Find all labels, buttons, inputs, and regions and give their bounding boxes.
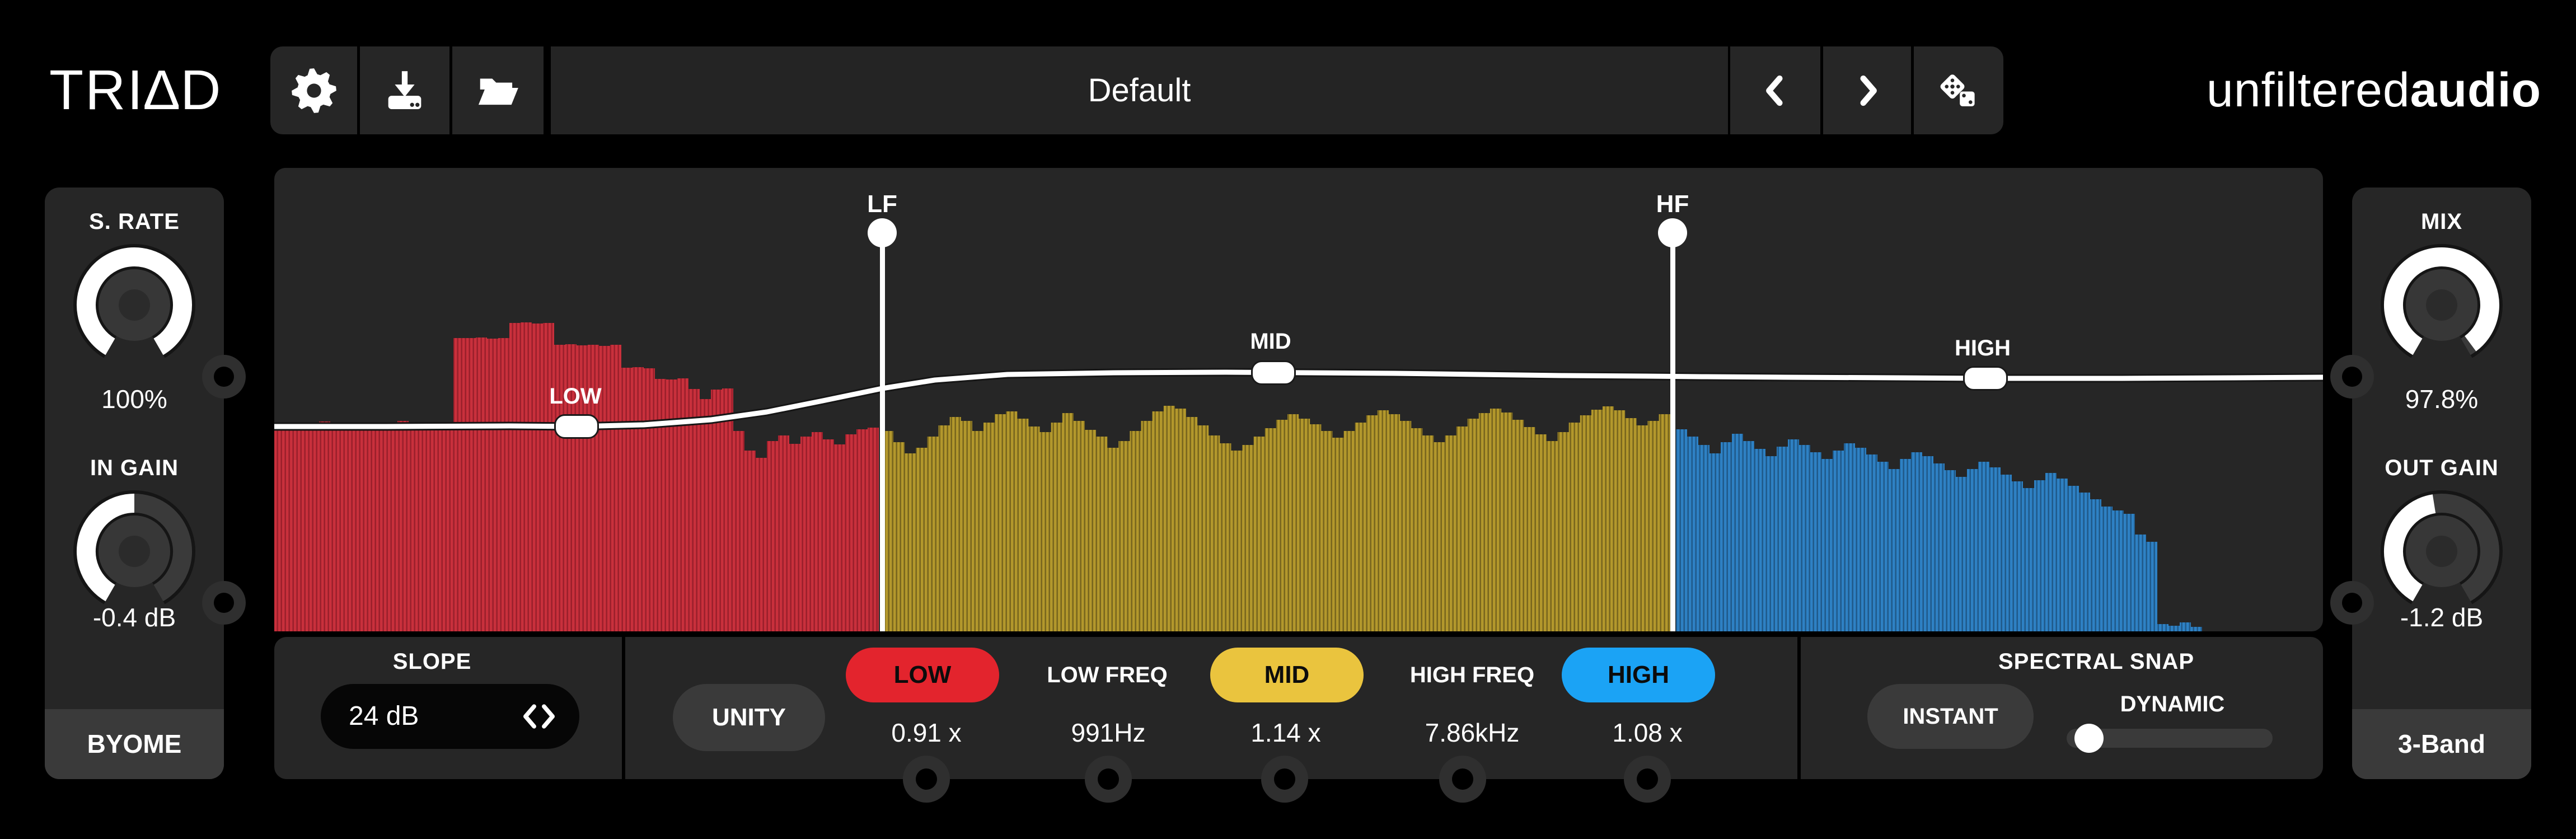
settings-button[interactable] xyxy=(270,46,357,134)
chevron-left-icon xyxy=(523,704,536,729)
srate-value[interactable]: 100% xyxy=(101,385,167,414)
dynamic-label: DYNAMIC xyxy=(2120,692,2225,716)
lf-crossover-handle[interactable] xyxy=(868,218,897,247)
next-preset-button[interactable] xyxy=(1823,46,1911,134)
divider xyxy=(622,637,625,779)
hf-crossover-line[interactable] xyxy=(1670,234,1675,631)
preset-name-field[interactable]: Default xyxy=(551,46,1728,134)
app-logo: TRI∆D xyxy=(49,59,223,121)
srate-label: S. RATE xyxy=(89,209,180,234)
low-band-label: LOW xyxy=(549,384,602,409)
low-freq-value[interactable]: 991Hz xyxy=(1071,718,1146,747)
srate-mod-port[interactable] xyxy=(202,355,246,399)
prev-preset-button[interactable] xyxy=(1730,46,1820,134)
mid-mult-value[interactable]: 1.14 x xyxy=(1250,718,1321,747)
srate-knob[interactable] xyxy=(72,242,197,368)
mid-mult-mod-port[interactable] xyxy=(1261,756,1308,803)
instant-button[interactable]: INSTANT xyxy=(1867,684,2034,749)
dynamic-slider-thumb[interactable] xyxy=(2074,724,2104,753)
spectrum-analyzer xyxy=(274,322,2323,631)
mid-band-label: MID xyxy=(1250,329,1291,354)
slope-label: SLOPE xyxy=(392,649,472,674)
lf-crossover-line[interactable] xyxy=(880,234,885,631)
mix-value[interactable]: 97.8% xyxy=(2405,385,2479,414)
slope-value: 24 dB xyxy=(349,701,419,731)
high-freq-value[interactable]: 7.86kHz xyxy=(1425,718,1520,747)
low-freq-mod-port[interactable] xyxy=(1085,756,1132,803)
mix-label: MIX xyxy=(2420,209,2463,234)
high-gain-handle[interactable] xyxy=(1963,366,2008,391)
hf-crossover-handle[interactable] xyxy=(1658,218,1687,247)
low-band-badge[interactable]: LOW xyxy=(846,648,999,702)
outgain-knob[interactable] xyxy=(2379,489,2504,614)
mid-gain-handle[interactable] xyxy=(1251,360,1296,385)
save-icon xyxy=(380,66,429,115)
outgain-label: OUT GAIN xyxy=(2385,456,2499,480)
left-panel: S. RATE 100% IN GAIN -0.4 dB BYOME xyxy=(45,188,224,779)
divider xyxy=(1797,637,1801,779)
bottom-bar: SLOPE 24 dB UNITY LOW 0.91 x LOW FREQ 99… xyxy=(274,637,2323,803)
ingain-mod-port[interactable] xyxy=(202,581,246,625)
high-band-badge[interactable]: HIGH xyxy=(1562,648,1715,702)
folder-open-icon xyxy=(474,67,522,115)
chevron-right-icon xyxy=(1848,71,1887,110)
ingain-value[interactable]: -0.4 dB xyxy=(92,603,176,632)
outgain-mod-port[interactable] xyxy=(2330,581,2374,625)
mix-knob[interactable] xyxy=(2379,242,2504,368)
lf-label: LF xyxy=(867,190,897,218)
right-panel: MIX 97.8% OUT GAIN -1.2 dB 3-Band xyxy=(2352,188,2531,779)
gear-icon xyxy=(288,65,340,116)
randomize-button[interactable] xyxy=(1914,46,2003,134)
high-freq-mod-port[interactable] xyxy=(1439,756,1486,803)
slope-stepper-icons[interactable] xyxy=(511,701,567,732)
outgain-value[interactable]: -1.2 dB xyxy=(2400,603,2484,632)
spectral-snap-label: SPECTRAL SNAP xyxy=(1998,649,2195,674)
save-preset-button[interactable] xyxy=(360,46,449,134)
unity-button[interactable]: UNITY xyxy=(673,684,825,751)
mix-mod-port[interactable] xyxy=(2330,355,2374,399)
open-folder-icon-button[interactable] xyxy=(452,46,544,134)
hf-label: HF xyxy=(1656,190,1689,218)
dice-icon xyxy=(1934,66,1983,115)
chevron-right-icon xyxy=(542,704,555,729)
low-freq-label: LOW FREQ xyxy=(1047,663,1168,687)
high-band-label: HIGH xyxy=(1955,336,2011,360)
slope-selector[interactable]: 24 dB xyxy=(321,684,579,749)
low-gain-handle[interactable] xyxy=(554,414,599,439)
high-mult-value[interactable]: 1.08 x xyxy=(1612,718,1683,747)
high-freq-label: HIGH FREQ xyxy=(1409,663,1535,687)
low-mult-value[interactable]: 0.91 x xyxy=(891,718,962,747)
mode-button[interactable]: 3-Band xyxy=(2352,709,2531,779)
brand-logo: unfilteredaudio xyxy=(2206,63,2541,117)
chevron-left-icon xyxy=(1756,71,1795,110)
low-mult-mod-port[interactable] xyxy=(903,756,950,803)
ingain-label: IN GAIN xyxy=(90,456,179,480)
ingain-knob[interactable] xyxy=(72,489,197,614)
mid-band-badge[interactable]: MID xyxy=(1210,648,1364,702)
byome-button[interactable]: BYOME xyxy=(45,709,224,779)
high-mult-mod-port[interactable] xyxy=(1624,756,1671,803)
spectrum-display: LF HF LOW MID HIGH xyxy=(274,168,2323,631)
